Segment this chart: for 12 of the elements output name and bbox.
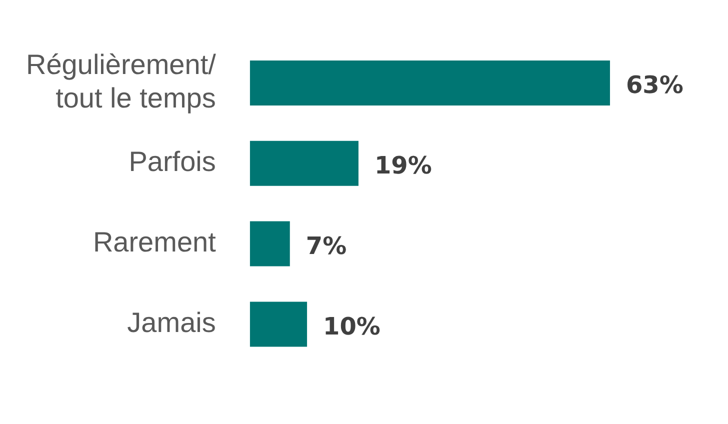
data-label: 63% — [626, 71, 684, 100]
bar — [250, 60, 610, 106]
bar — [250, 221, 290, 266]
data-label: 19% — [374, 152, 432, 180]
y-tick-label: Rarement — [92, 226, 216, 258]
y-tick-label: Parfois — [128, 146, 216, 178]
y-tick-label: Régulièrement/ tout le temps — [26, 48, 216, 114]
bar — [250, 302, 308, 347]
y-tick-label: Jamais — [127, 306, 216, 338]
data-label: 7% — [306, 232, 347, 260]
data-label: 10% — [323, 312, 380, 340]
bar — [250, 140, 358, 186]
